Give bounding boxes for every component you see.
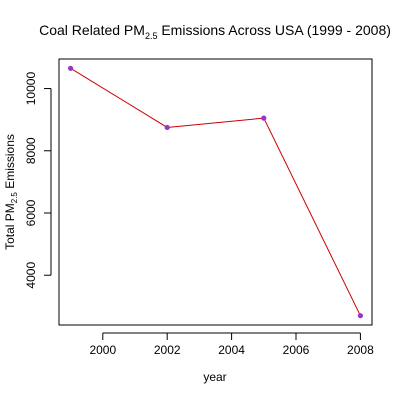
series-line: [70, 67, 361, 316]
x-tick-label: 2002: [154, 343, 181, 357]
x-tick-label: 2008: [347, 343, 374, 357]
data-point: [357, 313, 364, 319]
chart-title-prefix: Coal Related PM: [39, 22, 145, 38]
y-tick-label: 10000: [24, 72, 38, 106]
y-axis-label-prefix: Total PM: [3, 203, 17, 250]
x-axis: 2000 2002 2004 2006 2008: [89, 332, 374, 357]
y-axis-label-suffix: Emissions: [3, 134, 17, 192]
chart-title: Coal Related PM2.5 Emissions Across USA …: [39, 22, 391, 41]
chart-title-subscript: 2.5: [145, 31, 158, 41]
x-axis-label: year: [203, 370, 226, 384]
chart-title-suffix: Emissions Across USA (1999 - 2008): [157, 22, 390, 38]
data-point: [67, 65, 74, 71]
x-tick-label: 2004: [218, 343, 245, 357]
y-tick-label: 4000: [24, 262, 38, 289]
y-tick-label: 6000: [24, 199, 38, 226]
data-point: [261, 115, 267, 121]
x-tick-label: 2006: [283, 343, 310, 357]
y-axis: 4000 6000 8000 10000: [24, 72, 52, 289]
plot-area-frame: [58, 58, 373, 326]
data-point: [164, 124, 170, 131]
y-axis-label: Total PM2.5 Emissions: [3, 134, 19, 250]
y-tick-label: 8000: [24, 137, 38, 164]
x-tick-label: 2000: [89, 343, 116, 357]
y-axis-label-subscript: 2.5: [10, 192, 19, 204]
series-layer: [67, 65, 364, 319]
